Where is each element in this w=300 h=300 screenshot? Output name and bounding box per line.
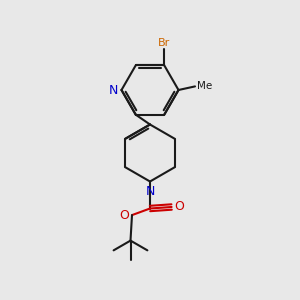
Text: O: O: [174, 200, 184, 214]
Text: O: O: [119, 208, 129, 222]
Text: Br: Br: [158, 38, 170, 48]
Text: N: N: [109, 83, 118, 97]
Text: Me: Me: [196, 81, 212, 92]
Text: N: N: [145, 185, 155, 198]
